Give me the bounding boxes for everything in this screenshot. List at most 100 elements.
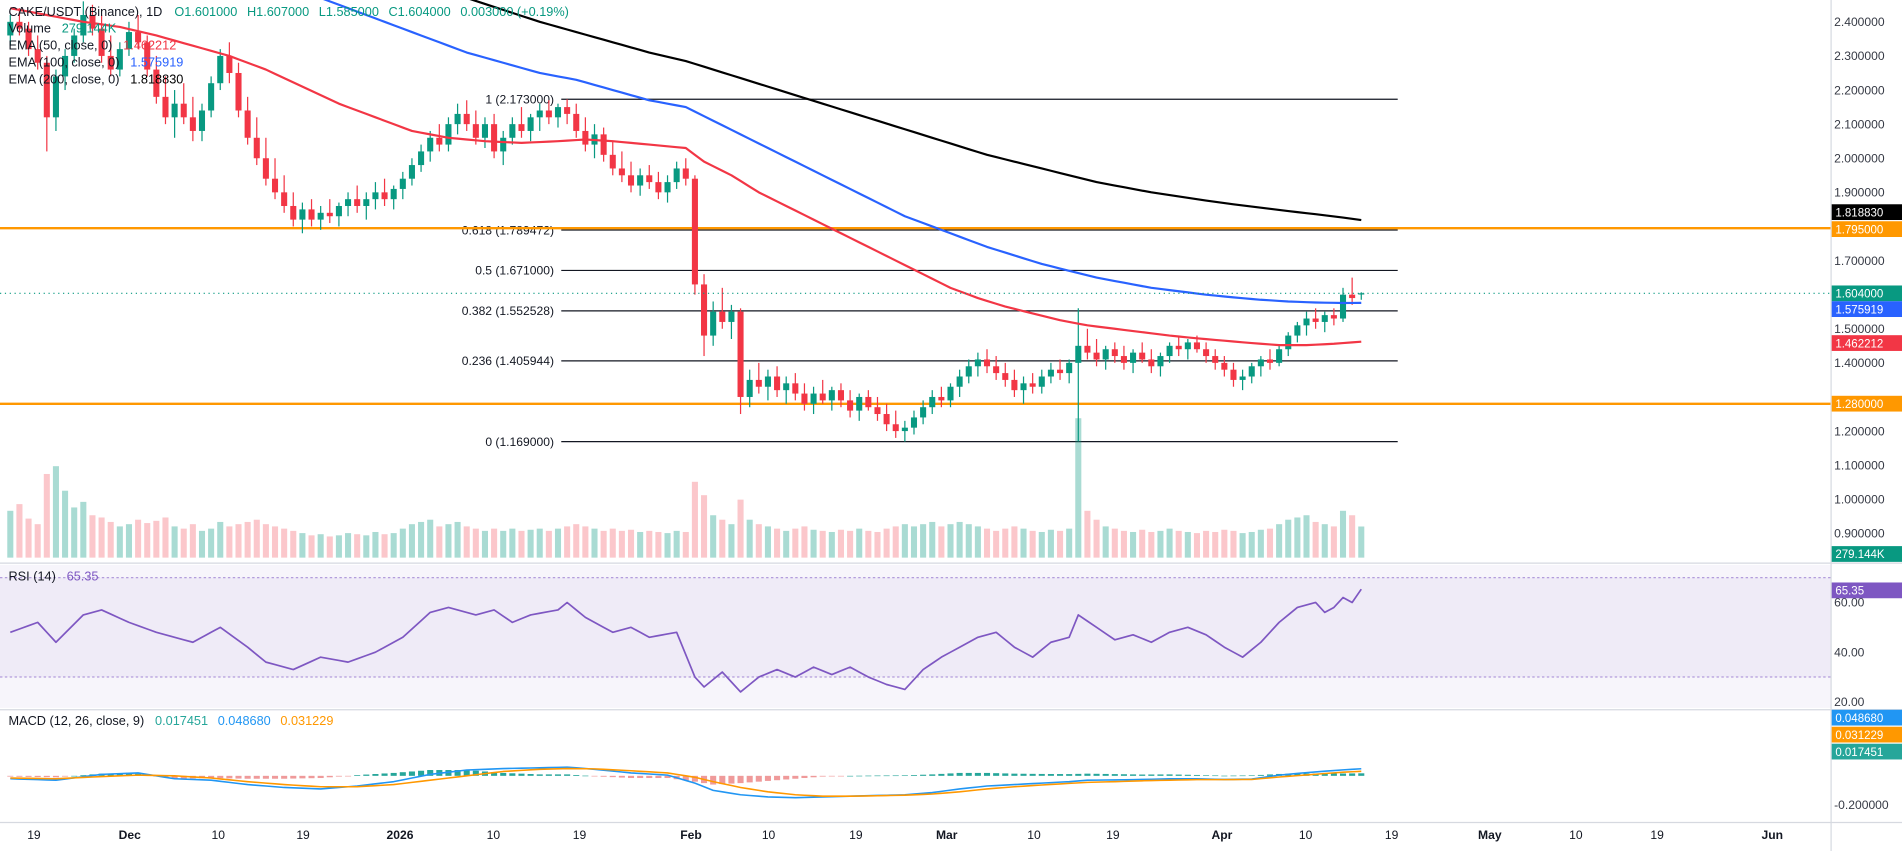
axis-price-badge bbox=[1831, 546, 1902, 562]
ohlc-open: O1.601000 bbox=[174, 4, 237, 19]
ohlc-low: L1.585000 bbox=[319, 4, 379, 19]
volume-value: 279.144K bbox=[62, 21, 117, 36]
macd-axis-label: -0.200000 bbox=[1834, 798, 1889, 812]
time-axis-label: May bbox=[1478, 828, 1502, 842]
axis-badge-value: 1.575919 bbox=[1835, 304, 1883, 316]
price-axis-label: 2.200000 bbox=[1834, 83, 1885, 97]
horizontal-price-lines[interactable] bbox=[0, 226, 1831, 406]
axis-badge-value: 1.280000 bbox=[1835, 399, 1883, 411]
axis-badge-value: 1.604000 bbox=[1835, 289, 1883, 301]
fib-label: 0.618 (1.789472) bbox=[462, 223, 554, 237]
price-axis-label: 1.000000 bbox=[1834, 493, 1885, 507]
macd-label: MACD (12, 26, close, 9) bbox=[8, 713, 144, 728]
rsi-value: 65.35 bbox=[67, 569, 99, 584]
price-axis[interactable]: 2.400000 2.300000 2.200000 2.100000 2.000000… bbox=[1831, 15, 1902, 812]
axis-price-badge bbox=[1831, 204, 1902, 221]
volume-bars bbox=[7, 418, 1365, 558]
time-axis-label: 19 bbox=[296, 828, 310, 842]
axis-price-badge bbox=[1831, 395, 1902, 412]
time-axis-label: 19 bbox=[1106, 828, 1120, 842]
rsi-legend-row[interactable]: RSI (14) 65.35 bbox=[8, 569, 98, 584]
axis-price-badge bbox=[1831, 301, 1902, 318]
price-axis-label: 1.100000 bbox=[1834, 458, 1885, 472]
time-axis-label: 10 bbox=[487, 828, 501, 842]
axis-badge-value: 1.818830 bbox=[1835, 207, 1883, 219]
time-axis[interactable]: 19 Dec 10 19 2026 10 19 Feb 10 19 Mar 10 19 Apr 10 19 Ma… bbox=[27, 828, 1783, 842]
axis-badge-value: 0.048680 bbox=[1835, 713, 1883, 725]
price-axis-label: 0.900000 bbox=[1834, 527, 1885, 541]
ohlc-high: H1.607000 bbox=[247, 4, 309, 19]
price-axis-label: 2.400000 bbox=[1834, 15, 1885, 29]
time-axis-label: 10 bbox=[1299, 828, 1313, 842]
price-axis-label: 2.100000 bbox=[1834, 117, 1885, 131]
ohlc-close: C1.604000 bbox=[389, 4, 451, 19]
axis-badge-value: 65.35 bbox=[1835, 586, 1864, 598]
time-axis-label: Jun bbox=[1762, 828, 1784, 842]
axis-price-badge bbox=[1831, 709, 1902, 726]
ema50-value: 1.462212 bbox=[123, 38, 176, 53]
time-axis-label: 10 bbox=[762, 828, 776, 842]
ohlc-change: 0.003000 (+0.19%) bbox=[460, 4, 569, 19]
price-axis-label: 1.200000 bbox=[1834, 424, 1885, 438]
time-axis-label: Dec bbox=[119, 828, 141, 842]
rsi-pane[interactable] bbox=[0, 564, 1831, 708]
time-axis-label: 10 bbox=[1569, 828, 1583, 842]
ema100-value: 1.575919 bbox=[130, 55, 183, 70]
ema50-label: EMA (50, close, 0) bbox=[8, 38, 112, 53]
ema-lines bbox=[10, 0, 1362, 347]
price-axis-label: 1.900000 bbox=[1834, 186, 1885, 200]
symbol-legend-row[interactable]: CAKE/USDT (Binance), 1D O1.601000 H1.607… bbox=[8, 4, 568, 19]
ema200-label: EMA (200, close, 0) bbox=[8, 72, 119, 87]
price-axis-label: 2.300000 bbox=[1834, 49, 1885, 63]
axis-badge-value: 0.017451 bbox=[1835, 747, 1883, 759]
volume-label: Volume bbox=[8, 21, 50, 36]
rsi-axis-label: 20.00 bbox=[1834, 695, 1865, 709]
fib-label: 0 (1.169000) bbox=[485, 435, 554, 449]
time-axis-label: 19 bbox=[27, 828, 41, 842]
ema200-legend-row[interactable]: EMA (200, close, 0) 1.818830 bbox=[8, 72, 183, 87]
macd-pane[interactable] bbox=[7, 766, 1365, 799]
time-axis-label: Apr bbox=[1212, 828, 1233, 842]
price-axis-label: 1.700000 bbox=[1834, 254, 1885, 268]
candlesticks bbox=[7, 1, 1365, 442]
rsi-axis-label: 60.00 bbox=[1834, 596, 1865, 610]
rsi-legend[interactable]: RSI (14) 65.35 bbox=[8, 569, 98, 584]
ema50-legend-row[interactable]: EMA (50, close, 0) 1.462212 bbox=[8, 38, 176, 53]
rsi-label: RSI (14) bbox=[8, 569, 55, 584]
macd-signal-value: 0.031229 bbox=[280, 713, 333, 728]
macd-hist-value: 0.017451 bbox=[155, 713, 208, 728]
ema200-value: 1.818830 bbox=[130, 72, 183, 87]
price-axis-label: 2.000000 bbox=[1834, 151, 1885, 165]
axis-badge-value: 1.795000 bbox=[1835, 224, 1883, 236]
axis-price-badge bbox=[1831, 335, 1902, 351]
fib-label: 0.382 (1.552528) bbox=[462, 304, 554, 318]
symbol-title: CAKE/USDT (Binance), 1D bbox=[8, 4, 162, 19]
axis-price-badge bbox=[1831, 285, 1902, 302]
axis-badge-value: 279.144K bbox=[1835, 549, 1885, 561]
time-axis-label: Feb bbox=[680, 828, 702, 842]
axis-price-badge bbox=[1831, 726, 1902, 743]
axis-badge-value: 1.462212 bbox=[1835, 338, 1883, 350]
rsi-axis-label: 40.00 bbox=[1834, 645, 1865, 659]
fib-retracement[interactable]: 1 (2.173000) 0.618 (1.789472) 0.5 (1.67100… bbox=[462, 92, 1398, 449]
macd-legend-row[interactable]: MACD (12, 26, close, 9) 0.017451 0.04868… bbox=[8, 713, 333, 728]
volume-legend-row[interactable]: Volume 279.144K bbox=[8, 21, 116, 36]
time-axis-label: 10 bbox=[211, 828, 225, 842]
main-legend[interactable]: CAKE/USDT (Binance), 1D O1.601000 H1.607… bbox=[8, 4, 568, 87]
ema100-legend-row[interactable]: EMA (100, close, 0) 1.575919 bbox=[8, 55, 183, 70]
fib-label: 0.5 (1.671000) bbox=[475, 264, 554, 278]
time-axis-label: 19 bbox=[849, 828, 863, 842]
axis-price-badge bbox=[1831, 582, 1902, 599]
macd-line-value: 0.048680 bbox=[218, 713, 271, 728]
fib-label: 1 (2.173000) bbox=[485, 92, 554, 106]
time-axis-label: 19 bbox=[1385, 828, 1399, 842]
price-axis-label: 1.500000 bbox=[1834, 322, 1885, 336]
time-axis-label: Mar bbox=[936, 828, 958, 842]
macd-legend[interactable]: MACD (12, 26, close, 9) 0.017451 0.04868… bbox=[8, 713, 333, 728]
time-axis-label: 19 bbox=[573, 828, 587, 842]
ema100-label: EMA (100, close, 0) bbox=[8, 55, 119, 70]
price-axis-label: 1.400000 bbox=[1834, 356, 1885, 370]
